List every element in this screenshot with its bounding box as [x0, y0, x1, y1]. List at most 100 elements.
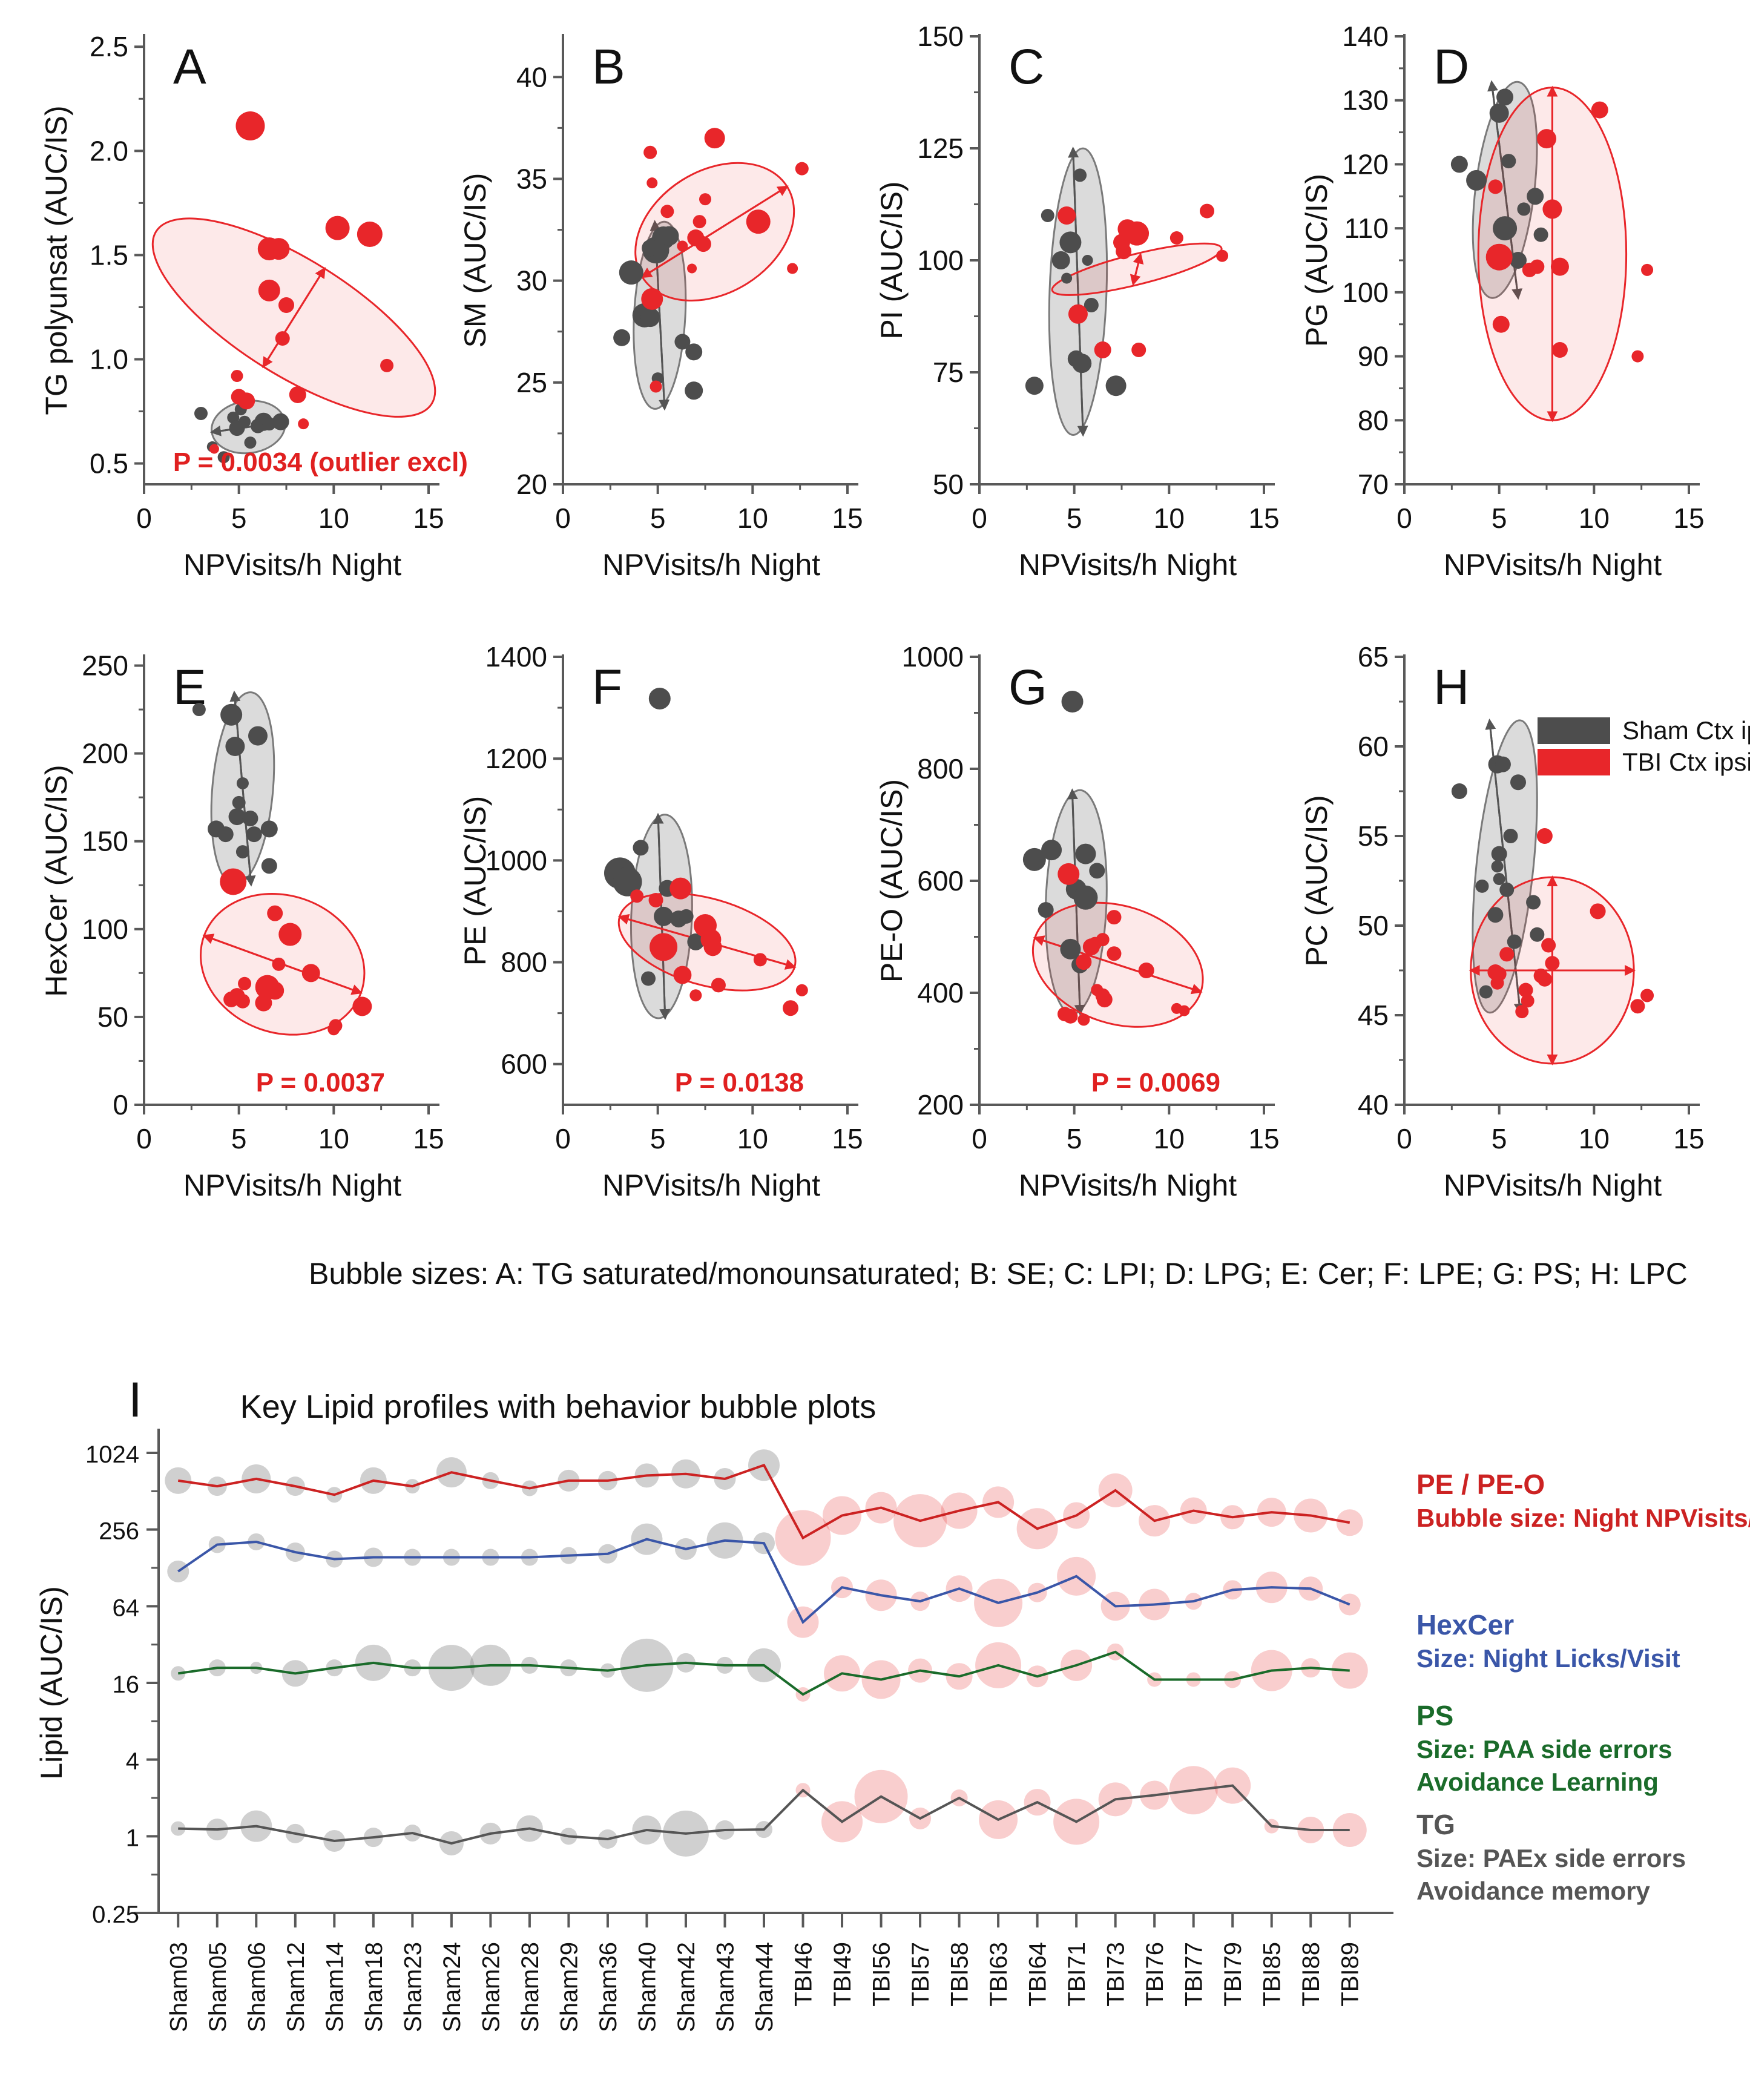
y-tick-label-A: 0.5: [90, 448, 128, 479]
x-tick-label-B: 5: [650, 502, 666, 534]
data-point-tbi-C: [1169, 231, 1183, 245]
p-value-annotation-F: P = 0.0138: [675, 1068, 804, 1098]
y-tick-label-F: 800: [501, 947, 547, 978]
data-point-tbi-G: [1077, 1013, 1090, 1026]
x-tick-label-H: 10: [1579, 1123, 1610, 1154]
mouse-id-label: TBI79: [1220, 1942, 1246, 2007]
series-line-TG: [178, 1784, 1350, 1845]
x-tick-label-C: 0: [972, 502, 987, 534]
data-point-tbi-A: [238, 392, 255, 410]
data-point-tbi-F: [630, 889, 644, 903]
mouse-id-label: TBI56: [869, 1942, 895, 2007]
y-tick-label-A: 2.0: [90, 135, 128, 166]
y-axis-title-H: PC (AUC/IS): [1300, 795, 1334, 966]
data-point-sham-A: [217, 451, 230, 464]
data-point-sham-C: [1072, 354, 1092, 374]
data-point-tbi-H: [1537, 972, 1552, 987]
data-point-sham-H: [1507, 934, 1522, 949]
data-point-tbi-F: [711, 978, 726, 993]
data-point-sham-C: [1059, 231, 1082, 254]
data-point-tbi-F: [783, 1000, 798, 1016]
data-point-sham-D: [1466, 170, 1487, 191]
data-point-tbi-H: [1541, 938, 1556, 953]
y-tick-label-D: 100: [1342, 277, 1389, 308]
x-tick-label-G: 5: [1067, 1123, 1082, 1154]
data-point-tbi-E: [278, 923, 302, 946]
x-axis-title-C: NPVisits/h Night: [1019, 548, 1237, 582]
x-tick-label-D: 10: [1579, 502, 1610, 534]
y-tick-label-F: 600: [501, 1048, 547, 1080]
data-point-tbi-F: [689, 989, 702, 1002]
data-point-tbi-F: [650, 933, 678, 961]
data-point-sham-F: [654, 906, 674, 926]
ellipse-axis-arrow-B: [640, 185, 788, 278]
data-point-tbi-B: [687, 263, 697, 274]
data-point-sham-D: [1533, 227, 1548, 242]
data-point-tbi-B: [795, 162, 809, 176]
data-point-tbi-G: [1096, 992, 1113, 1008]
x-tick-label-H: 0: [1396, 1123, 1412, 1154]
data-point-tbi-A: [268, 238, 290, 260]
data-point-sham-H: [1495, 756, 1511, 772]
mouse-id-label: Sham03: [165, 1942, 192, 2032]
x-axis-title-E: NPVisits/h Night: [183, 1168, 401, 1202]
data-point-tbi-C: [1216, 249, 1229, 262]
y-axis-title-G: PE-O (AUC/IS): [875, 779, 909, 983]
y-tick-label-D: 90: [1358, 341, 1389, 372]
data-point-tbi-D: [1542, 199, 1562, 219]
mouse-id-label: Sham12: [283, 1942, 309, 2032]
x-tick-label-D: 0: [1396, 502, 1412, 534]
data-point-sham-E: [192, 703, 206, 717]
data-point-tbi-F: [648, 892, 663, 907]
legend-label-sham: Sham Ctx ipsi: [1622, 716, 1750, 745]
y-tick-label-A: 1.0: [90, 343, 128, 375]
data-point-tbi-H: [1499, 947, 1515, 962]
data-point-sham-H: [1475, 879, 1489, 893]
data-point-tbi-E: [255, 994, 272, 1012]
y-tick-label-I: 1024: [85, 1441, 139, 1468]
data-point-tbi-F: [753, 953, 767, 967]
data-point-tbi-B: [704, 128, 725, 149]
data-point-sham-D: [1493, 216, 1518, 241]
x-tick-label-F: 0: [555, 1123, 571, 1154]
data-point-sham-D: [1527, 188, 1544, 205]
y-tick-label-B: 35: [516, 163, 547, 194]
data-point-sham-E: [228, 808, 246, 826]
x-tick-label-A: 10: [318, 502, 349, 534]
data-point-tbi-E: [266, 981, 285, 1000]
data-point-sham-G: [1073, 885, 1098, 910]
y-tick-label-F: 1000: [485, 844, 547, 876]
data-point-sham-G: [1075, 843, 1096, 864]
data-point-sham-B: [674, 334, 691, 350]
mouse-id-label: Sham42: [673, 1942, 700, 2032]
data-point-sham-B: [613, 329, 631, 346]
mouse-id-label: TBI76: [1142, 1942, 1168, 2007]
mouse-id-label: TBI49: [829, 1942, 856, 2007]
y-tick-label-A: 1.5: [90, 239, 128, 271]
mouse-id-label: Sham29: [556, 1942, 582, 2032]
y-tick-label-D: 130: [1342, 85, 1389, 116]
bubble-size-caption: Bubble sizes: A: TG saturated/monounsatu…: [309, 1257, 1688, 1291]
y-tick-label-H: 55: [1358, 820, 1389, 852]
y-tick-label-I: 1: [126, 1825, 139, 1851]
data-point-sham-B: [619, 260, 643, 285]
data-point-tbi-D: [1641, 263, 1654, 276]
mouse-id-label: TBI77: [1181, 1942, 1208, 2007]
data-point-sham-C: [1025, 377, 1044, 395]
series-legend-sub2-2: Avoidance Learning: [1416, 1768, 1659, 1796]
data-point-tbi-C: [1131, 343, 1146, 357]
mouse-id-label: Sham43: [712, 1942, 738, 2032]
p-value-annotation-E: P = 0.0037: [256, 1068, 385, 1098]
y-tick-label-I: 4: [126, 1748, 139, 1775]
data-point-tbi-B: [692, 215, 706, 229]
y-axis-title-C: PI (AUC/IS): [875, 181, 909, 339]
data-point-sham-C: [1061, 272, 1073, 284]
y-tick-label-I: 64: [113, 1595, 140, 1621]
mouse-id-label: TBI58: [947, 1942, 973, 2007]
mouse-id-label: Sham23: [400, 1942, 426, 2032]
data-point-tbi-H: [1536, 828, 1553, 844]
y-axis-title-F: PE (AUC/IS): [458, 796, 492, 966]
data-point-tbi-E: [220, 868, 247, 895]
data-point-tbi-D: [1530, 259, 1545, 274]
data-point-sham-E: [235, 845, 249, 859]
